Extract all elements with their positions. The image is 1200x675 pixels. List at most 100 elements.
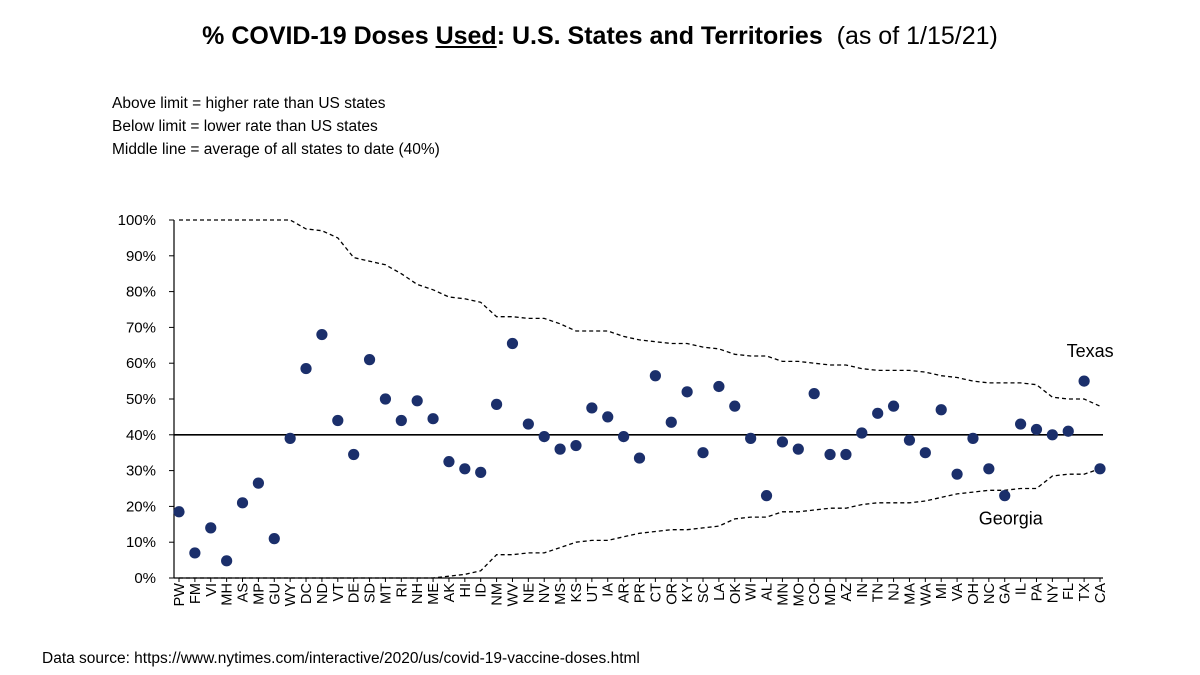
x-tick-label-hi: HI [458, 583, 474, 598]
data-point-or [665, 416, 677, 428]
x-tick-label-wv: WV [505, 583, 521, 607]
x-tick-label-ak: AK [442, 583, 458, 603]
x-tick-label-ks: KS [569, 583, 585, 602]
data-point-tx [1078, 375, 1090, 387]
chart-title: % COVID-19 Doses Used: U.S. States and T… [0, 22, 1200, 51]
x-tick-label-ok: OK [728, 583, 744, 604]
title-part-2: : U.S. States and Territories [496, 22, 823, 50]
y-tick-label: 10% [126, 534, 156, 551]
x-tick-label-pr: PR [633, 583, 649, 603]
data-point-gu [268, 533, 280, 545]
y-tick-label: 90% [126, 248, 156, 265]
data-point-ny [1046, 429, 1058, 441]
x-tick-label-md: MD [823, 583, 839, 606]
data-point-la [713, 380, 725, 393]
x-tick-label-dc: DC [299, 583, 315, 604]
title-part-1: % COVID-19 Doses [202, 22, 436, 50]
data-point-vi [205, 522, 217, 534]
data-point-ak [443, 456, 455, 468]
x-tick-label-tx: TX [1077, 583, 1093, 602]
x-tick-label-sd: SD [363, 583, 379, 603]
x-tick-label-nm: NM [490, 583, 506, 606]
x-tick-label-tn: TN [871, 583, 887, 602]
y-tick-label: 80% [126, 284, 156, 301]
data-point-nd [316, 328, 328, 341]
data-point-nv [538, 430, 550, 443]
title-date: (as of 1/15/21) [836, 22, 998, 50]
x-tick-label-mo: MO [791, 583, 807, 606]
x-tick-label-al: AL [760, 583, 776, 601]
data-point-in [856, 427, 868, 439]
data-point-ms [554, 443, 566, 455]
upper-limit-line [179, 219, 1101, 407]
data-point-nm [490, 398, 503, 410]
x-tick-label-me: ME [426, 583, 442, 605]
x-tick-label-va: VA [950, 583, 966, 602]
data-point-de [348, 448, 360, 461]
limit-lines-layer [174, 219, 1103, 579]
data-point-ks [570, 439, 582, 452]
data-point-wa [919, 447, 931, 459]
note-middle-line: Middle line = average of all states to d… [112, 141, 440, 158]
x-tick-label-ar: AR [617, 583, 633, 603]
data-point-ga [999, 490, 1011, 502]
x-tick-label-fm: FM [188, 583, 204, 604]
x-tick-label-mp: MP [251, 583, 267, 605]
lower-limit-line [179, 468, 1101, 579]
data-point-ct [649, 370, 661, 382]
x-tick-label-wy: WY [283, 583, 299, 607]
x-tick-label-az: AZ [839, 583, 855, 602]
data-point-ia [602, 411, 614, 423]
axes-layer: 0%10%20%30%40%50%60%70%80%90%100%PW FM VI M… [118, 212, 1109, 606]
x-tick-label-mh: MH [220, 583, 236, 606]
x-tick-label-wi: WI [744, 583, 760, 601]
x-tick-label-pa: PA [1029, 583, 1045, 602]
data-point-ut [586, 402, 598, 414]
data-point-pr [633, 452, 646, 464]
x-tick-label-mn: MN [775, 583, 791, 606]
x-tick-label-nc: NC [982, 583, 998, 604]
x-tick-label-co: CO [807, 583, 823, 605]
y-tick-label: 50% [126, 391, 156, 408]
x-tick-label-nj: NJ [887, 583, 903, 601]
x-tick-label-vt: VT [331, 583, 347, 602]
data-point-ky [681, 386, 693, 398]
data-point-md [824, 448, 836, 461]
x-tick-label-id: ID [474, 583, 490, 598]
data-point-nh [411, 395, 423, 407]
x-tick-label-nv: NV [537, 583, 553, 603]
data-point-mt [379, 393, 392, 405]
y-tick-label: 20% [126, 498, 156, 515]
x-tick-label-vi: VI [204, 583, 220, 597]
y-tick-label: 70% [126, 319, 156, 336]
y-tick-label: 30% [126, 463, 156, 480]
data-point-wv [506, 337, 519, 350]
data-point-wi [745, 432, 757, 444]
data-point-al [760, 490, 773, 502]
y-tick-label: 100% [118, 212, 156, 229]
data-point-as [236, 497, 249, 509]
x-tick-label-fl: FL [1061, 583, 1077, 600]
x-tick-label-ia: IA [601, 583, 617, 597]
data-point-mh [221, 555, 233, 567]
data-point-sc [697, 447, 709, 459]
data-point-pw [173, 506, 185, 518]
data-point-nj [887, 400, 900, 412]
data-point-sd [363, 354, 376, 366]
data-point-ma [903, 434, 916, 446]
data-point-nc [983, 463, 995, 475]
x-tick-label-ne: NE [521, 583, 537, 603]
data-point-il [1015, 418, 1027, 430]
data-points-layer [173, 328, 1106, 567]
annotation-texas: Texas [1067, 341, 1114, 361]
x-tick-label-ma: MA [902, 583, 918, 605]
note-above-limit: Above limit = higher rate than US states [112, 95, 386, 112]
data-point-fm [189, 547, 201, 559]
data-source: Data source: https://www.nytimes.com/int… [42, 650, 640, 667]
data-point-ok [729, 400, 741, 412]
x-tick-label-ny: NY [1045, 583, 1061, 603]
x-tick-label-ri: RI [394, 583, 410, 598]
data-point-ca [1094, 463, 1106, 475]
data-point-az [840, 448, 852, 461]
data-point-wy [284, 432, 296, 444]
